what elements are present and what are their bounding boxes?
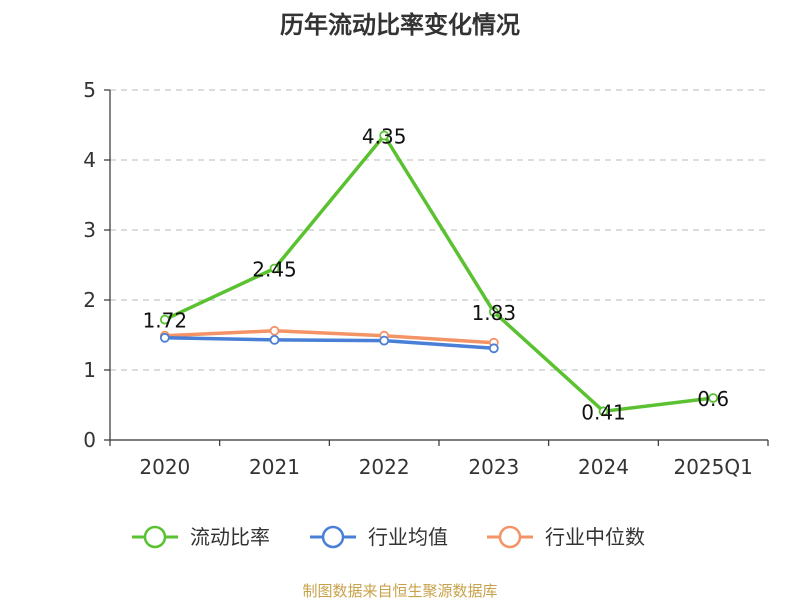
data-label: 2.45 bbox=[252, 258, 297, 282]
data-label: 4.35 bbox=[362, 125, 407, 149]
y-tick-label: 2 bbox=[83, 288, 96, 312]
grid bbox=[110, 89, 768, 371]
legend-circle-icon bbox=[143, 525, 167, 549]
y-tick-label: 1 bbox=[83, 358, 96, 382]
source-note: 制图数据来自恒生聚源数据库 bbox=[302, 582, 497, 600]
legend-item-2[interactable]: 行业中位数 bbox=[487, 525, 645, 549]
series-layer bbox=[159, 130, 719, 417]
series-point-2[interactable] bbox=[269, 325, 280, 336]
series-point-0[interactable] bbox=[488, 306, 499, 317]
series-point-0[interactable] bbox=[379, 130, 390, 141]
chart-title: 历年流动比率变化情况 bbox=[280, 11, 520, 39]
legend-item-1[interactable]: 行业均值 bbox=[310, 525, 448, 549]
data-label: 0.6 bbox=[697, 387, 729, 411]
legend-item-0[interactable]: 流动比率 bbox=[132, 525, 270, 549]
y-tick-label: 4 bbox=[83, 148, 96, 172]
x-tick-label: 2022 bbox=[359, 455, 410, 479]
legend-circle-icon bbox=[321, 525, 345, 549]
x-tick-label: 2023 bbox=[468, 455, 519, 479]
y-tick-label: 3 bbox=[83, 218, 96, 242]
legend-label: 流动比率 bbox=[190, 525, 270, 549]
x-tick-label: 2025Q1 bbox=[673, 455, 752, 479]
x-tick-label: 2024 bbox=[578, 455, 629, 479]
data-label: 1.72 bbox=[143, 309, 188, 333]
series-line-1 bbox=[164, 336, 494, 351]
series-point-0[interactable] bbox=[708, 393, 719, 403]
legend[interactable]: 流动比率 行业均值 行业中位数 bbox=[132, 525, 645, 549]
x-tick-label: 2021 bbox=[249, 455, 300, 479]
data-label: 0.41 bbox=[581, 400, 626, 424]
x-tick-label: 2020 bbox=[139, 455, 190, 479]
series-point-1[interactable] bbox=[488, 343, 499, 354]
y-tick-label: 0 bbox=[83, 428, 96, 452]
axes: 0 1 2 3 4 5 2020 2021 2022 2023 2024 2025Q1 bbox=[83, 78, 769, 479]
series-point-0[interactable] bbox=[598, 406, 609, 417]
series-point-0[interactable] bbox=[159, 314, 170, 325]
y-tick-label: 5 bbox=[83, 78, 96, 102]
series-line-0 bbox=[164, 133, 714, 414]
data-labels: 1.72 2.45 4.35 1.83 0.41 0.6 bbox=[143, 125, 730, 425]
series-point-1[interactable] bbox=[379, 335, 390, 346]
legend-label: 行业中位数 bbox=[545, 525, 645, 549]
data-label: 1.83 bbox=[472, 301, 517, 325]
series-line-2 bbox=[164, 329, 494, 345]
series-point-1[interactable] bbox=[159, 332, 170, 343]
legend-circle-icon bbox=[498, 525, 522, 549]
legend-label: 行业均值 bbox=[368, 525, 448, 549]
series-point-1[interactable] bbox=[269, 334, 280, 345]
series-point-0[interactable] bbox=[269, 263, 280, 274]
